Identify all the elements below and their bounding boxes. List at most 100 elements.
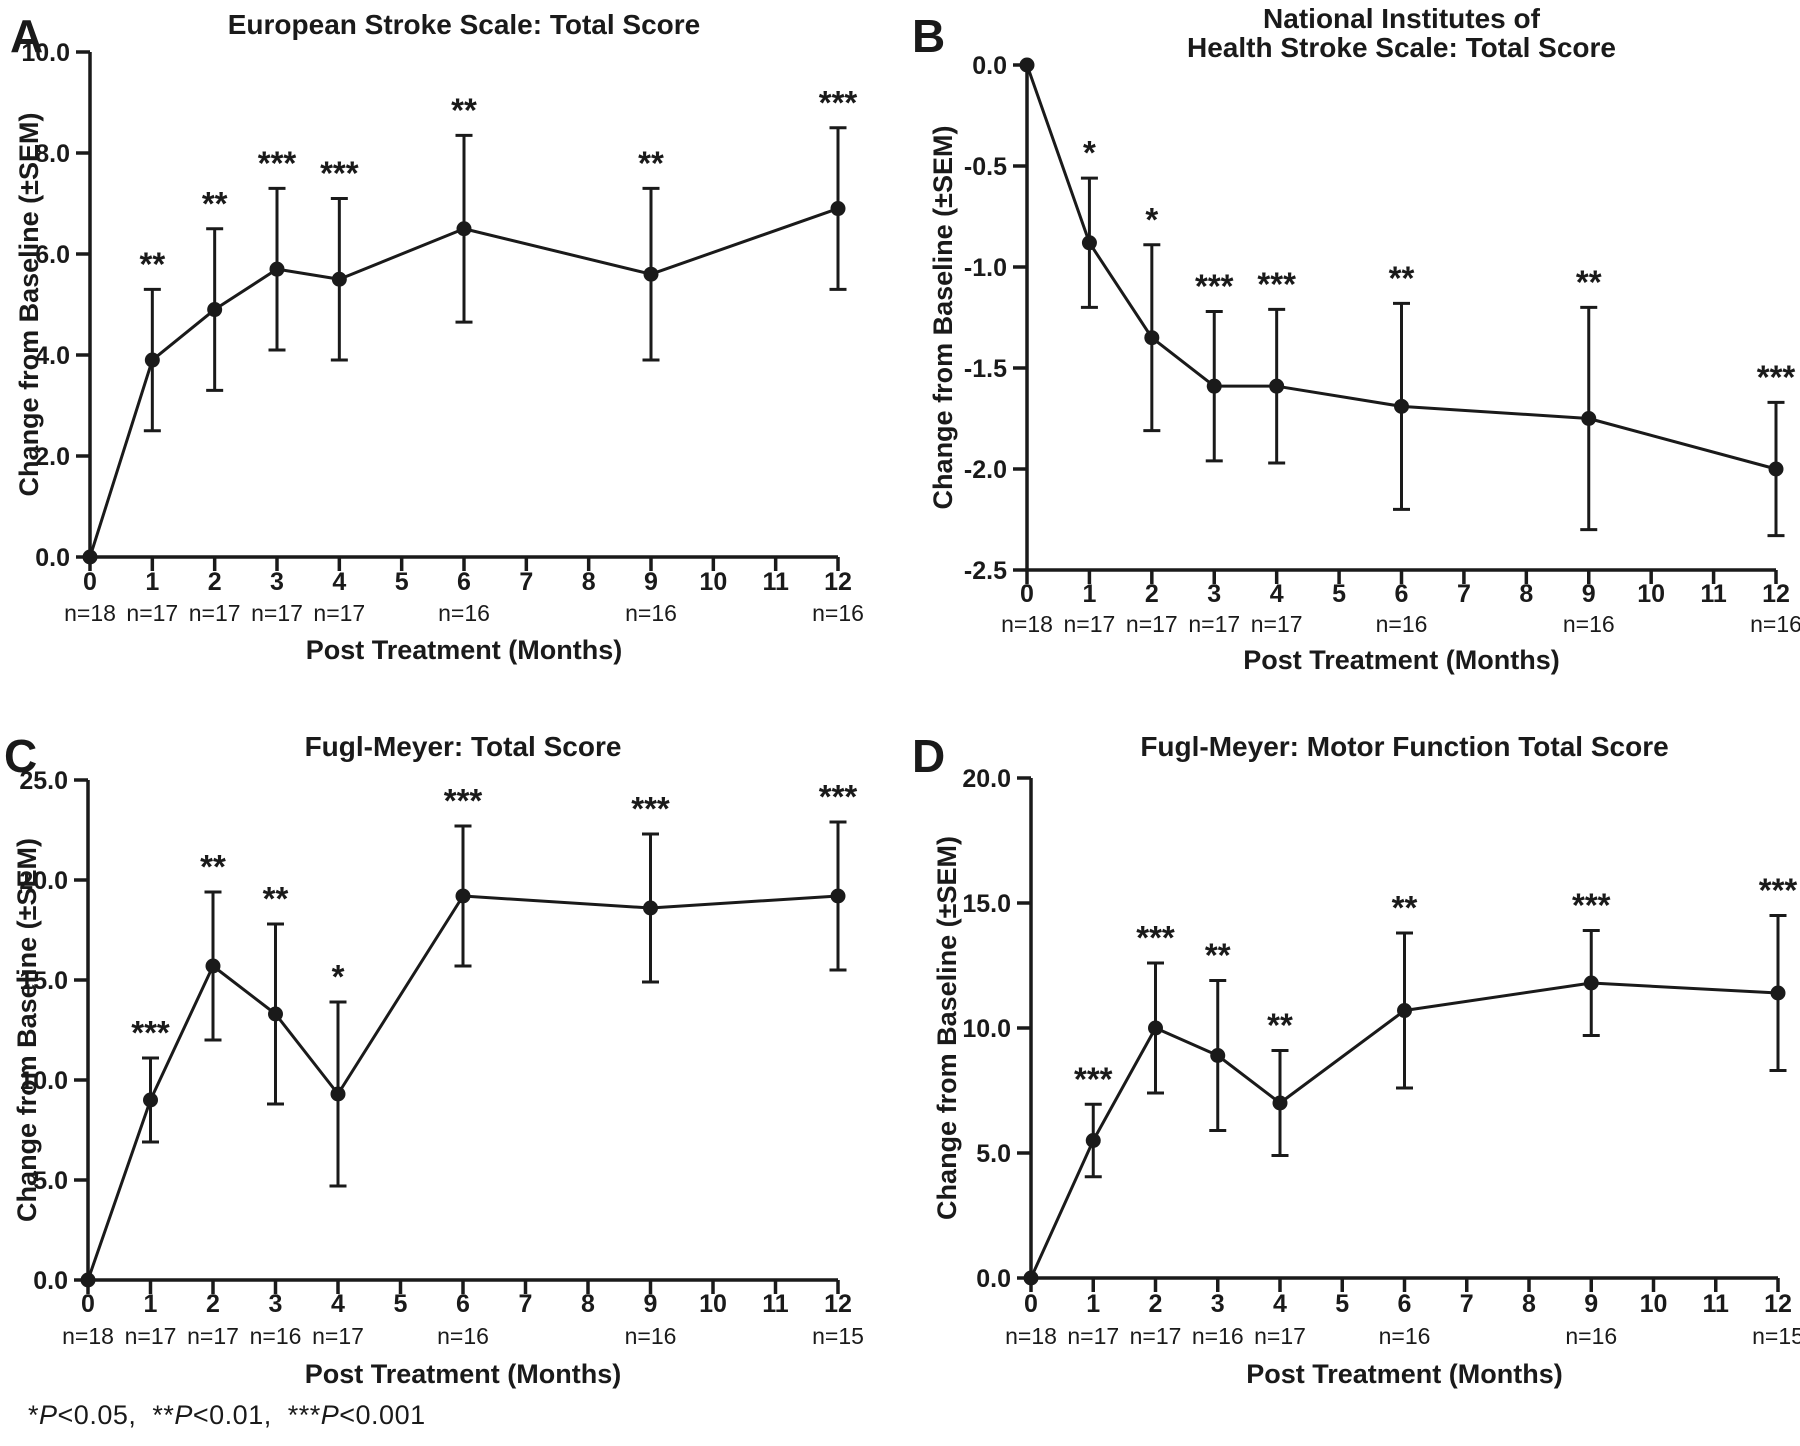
significance-marker: *** [1757,358,1796,395]
x-tick-label: 11 [1703,1290,1730,1318]
x-tick-label: 7 [519,1290,533,1318]
x-tick-label: 6 [456,1290,470,1318]
x-tick-label: 9 [1582,580,1596,608]
data-point [1394,398,1409,414]
y-tick-label: 0.0 [972,52,1007,80]
panel-title: Fugl-Meyer: Total Score [305,731,622,762]
data-point [643,900,658,916]
significance-marker: ** [139,245,165,282]
data-point [1081,235,1097,251]
x-tick-label: 3 [270,568,284,596]
y-tick-label: 10.0 [962,1015,1011,1043]
panel-title: National Institutes of [1263,3,1541,34]
x-tick-label: 2 [208,568,222,596]
significance-marker: *** [1074,1060,1113,1097]
y-tick-label: 15.0 [962,890,1011,918]
significance-marker: *** [1572,887,1611,924]
x-tick-label: 12 [824,1290,852,1318]
footnote-p-symbol: P [174,1400,193,1430]
y-tick-label: 0.0 [33,1267,68,1295]
y-tick-label: -1.5 [964,355,1007,383]
footnote-stars: * [28,1400,40,1430]
n-count-label: n=17 [1254,1323,1306,1349]
x-tick-label: 6 [1398,1290,1412,1318]
significance-marker: * [1145,201,1158,238]
x-tick-label: 4 [1270,580,1284,608]
n-count-label: n=17 [1067,1323,1119,1349]
x-tick-label: 11 [762,568,789,596]
x-tick-label: 11 [762,1290,789,1318]
data-point [80,1272,96,1288]
x-tick-label: 6 [1395,580,1409,608]
data-point [1768,461,1784,477]
x-tick-label: 7 [1460,1290,1474,1318]
data-point [1269,378,1285,394]
n-count-label: n=15 [812,1323,864,1349]
x-tick-label: 10 [1640,1290,1668,1318]
y-axis-label: Change from Baseline (±SEM) [12,838,42,1222]
data-point [1210,1048,1226,1063]
panel-c: C Fugl-Meyer: Total Score0.05.010.015.020… [4,730,864,1389]
panel-letter: C [4,730,37,782]
data-point [205,958,221,974]
significance-marker: *** [1195,267,1234,304]
footnote-stars: *** [287,1400,321,1430]
n-count-label: n=16 [1565,1323,1617,1349]
x-tick-label: 12 [1762,580,1790,608]
x-tick-label: 7 [1457,580,1471,608]
x-tick-label: 12 [1764,1290,1792,1318]
y-axis-label: Change from Baseline (±SEM) [14,113,44,497]
x-tick-label: 12 [824,568,852,596]
data-point [1019,57,1035,73]
n-count-label: n=17 [1126,611,1178,637]
y-tick-label: -2.0 [964,456,1007,484]
n-count-label: n=17 [125,1323,177,1349]
series-line [1029,981,1779,1279]
x-tick-label: 5 [1335,1290,1349,1318]
n-count-label: n=17 [251,600,303,626]
panel-letter: A [10,10,43,62]
significance-marker: *** [1136,919,1175,956]
significance-marker: *** [320,154,359,191]
y-tick-label: 20.0 [19,867,68,895]
significance-marker: * [1083,134,1096,171]
significance-marker: ** [202,185,228,222]
data-point [455,888,471,904]
x-tick-label: 7 [519,568,533,596]
n-count-label: n=17 [187,1323,239,1349]
significance-marker: *** [1257,265,1296,302]
significance-marker: ** [200,848,226,885]
x-tick-label: 5 [1332,580,1346,608]
n-count-label: n=16 [1750,611,1800,637]
x-tick-label: 8 [581,1290,595,1318]
n-count-label: n=17 [313,600,365,626]
x-tick-label: 0 [83,568,97,596]
data-point [643,266,659,282]
data-point [330,1086,346,1102]
x-tick-label: 10 [1637,580,1665,608]
series-line [1025,64,1777,471]
y-tick-label: 15.0 [19,967,68,995]
n-count-label: n=16 [1563,611,1615,637]
n-count-label: n=17 [189,600,241,626]
n-count-label: n=17 [126,600,178,626]
panel-letter: D [912,730,945,782]
x-axis-label: Post Treatment (Months) [1246,1359,1563,1389]
n-count-label: n=16 [812,600,864,626]
x-tick-label: 2 [206,1290,220,1318]
significance-marker: ** [451,91,477,128]
significance-marker: *** [1759,872,1798,909]
n-count-label: n=17 [1130,1323,1182,1349]
significance-marker: ** [1267,1007,1293,1044]
x-tick-label: 9 [1584,1290,1598,1318]
series-line [88,207,839,558]
n-count-label: n=15 [1752,1323,1800,1349]
x-tick-label: 1 [145,568,159,596]
footnote-p-symbol: P [320,1400,340,1430]
x-tick-label: 9 [644,1290,658,1318]
data-point [1148,1020,1163,1036]
data-point [830,888,846,904]
n-count-label: n=17 [1064,611,1116,637]
significance-marker: ** [1205,937,1231,974]
